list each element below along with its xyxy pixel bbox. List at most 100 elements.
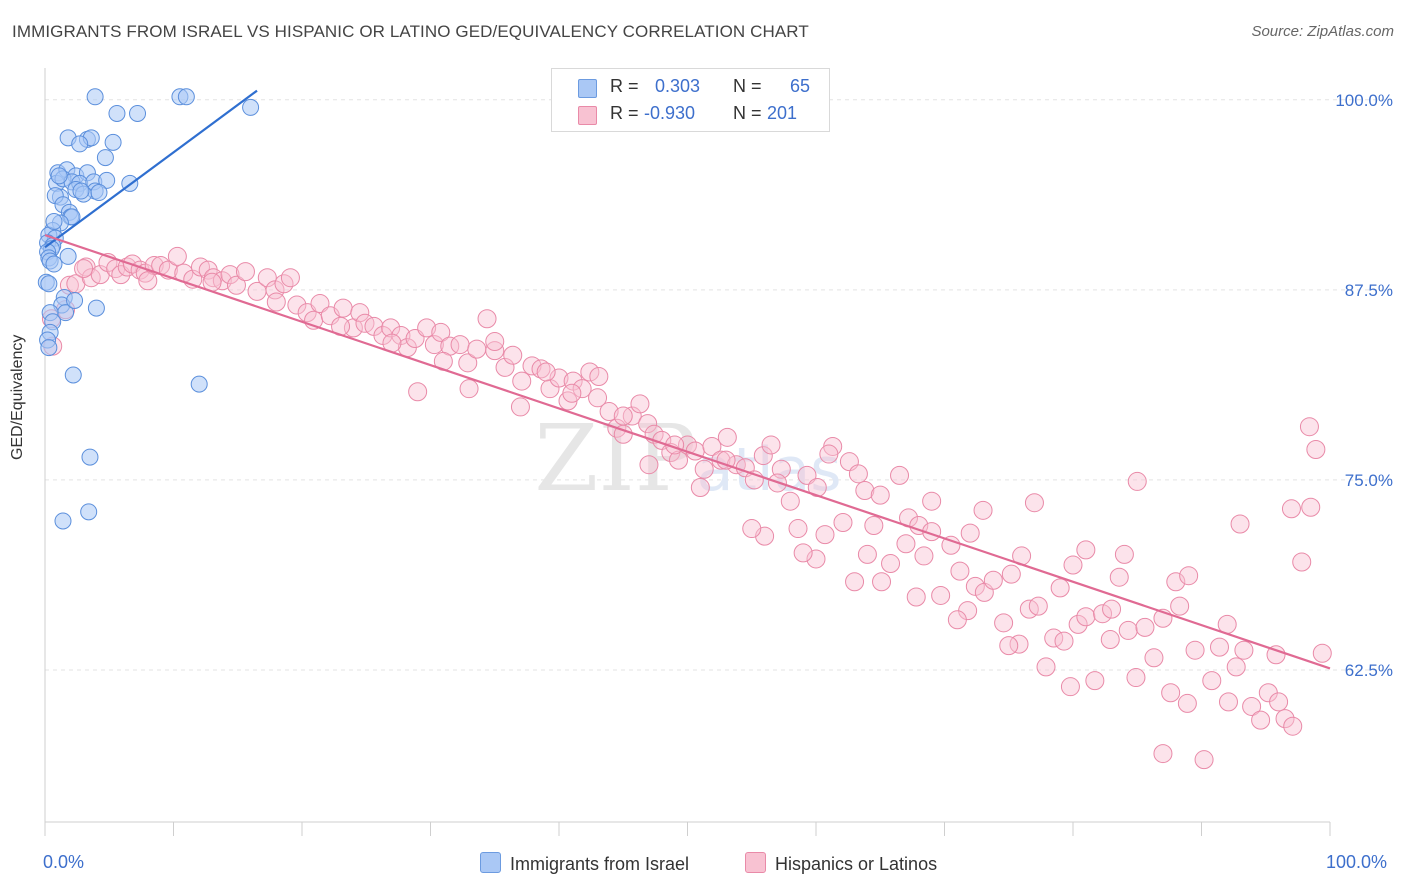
- hispanic-point: [589, 367, 609, 387]
- hispanic-point: [588, 388, 608, 408]
- hispanic-point: [477, 309, 497, 329]
- source-credit: Source: ZipAtlas.com: [1251, 23, 1394, 40]
- hispanic-point: [467, 339, 487, 359]
- hispanic-point: [960, 523, 980, 543]
- israel-swatch: [578, 79, 597, 98]
- hispanic-point: [1118, 620, 1138, 640]
- hispanic-point: [1050, 578, 1070, 598]
- hispanic-point: [857, 544, 877, 564]
- trend-lines: [44, 89, 1331, 670]
- israel-point: [177, 88, 195, 106]
- hispanic-point: [1209, 637, 1229, 657]
- hispanic-point: [906, 587, 926, 607]
- hispanic-point: [973, 500, 993, 520]
- hispanic-point: [235, 262, 255, 282]
- israel-point: [45, 212, 63, 230]
- hispanic-point: [1202, 671, 1222, 691]
- hispanic-point: [1100, 630, 1120, 650]
- hispanic-point: [855, 481, 875, 501]
- hispanic-point: [1226, 657, 1246, 677]
- hispanic-point: [702, 436, 722, 456]
- legend-row-israel: R = 0.303 N = 65: [552, 73, 829, 101]
- hispanic-point: [1161, 683, 1181, 703]
- hispanic-point: [1292, 552, 1312, 572]
- hispanic-point: [815, 525, 835, 545]
- hispanic-point: [495, 357, 515, 377]
- hispanic-point: [742, 519, 762, 539]
- israel-point: [66, 292, 84, 309]
- y-tick-label: 87.5%: [1345, 281, 1393, 300]
- israel-point: [71, 135, 89, 153]
- hispanic-point: [117, 257, 137, 277]
- hispanic-point: [1275, 709, 1295, 729]
- hispanic-point: [1109, 567, 1129, 587]
- israel-points: [37, 88, 260, 530]
- hispanic-point: [1266, 645, 1286, 665]
- hispanic-point: [599, 401, 619, 421]
- hispanic-point: [1179, 566, 1199, 586]
- hispanic-point: [983, 570, 1003, 590]
- hispanic-point: [1230, 514, 1250, 534]
- hispanic-point: [536, 362, 556, 382]
- hispanic-point: [280, 268, 300, 288]
- hispanic-point: [833, 512, 853, 532]
- hispanic-point: [212, 271, 232, 291]
- hispanic-point: [1312, 643, 1332, 663]
- hispanic-point: [459, 379, 479, 399]
- hispanic-point: [1306, 440, 1326, 459]
- hispanic-point: [1281, 499, 1301, 519]
- legend-r-label: R =: [610, 76, 639, 96]
- hispanic-point: [572, 379, 592, 399]
- israel-point: [87, 299, 105, 317]
- y-tick-label: 62.5%: [1345, 661, 1393, 680]
- hispanic-point: [717, 427, 737, 447]
- hispanic-point: [1301, 497, 1321, 517]
- israel-point: [40, 275, 58, 293]
- hispanic-point: [994, 613, 1014, 633]
- hispanic-point: [1177, 693, 1197, 713]
- hispanic-point: [408, 382, 428, 402]
- hispanic-point: [613, 406, 633, 426]
- hispanic-point: [950, 561, 970, 581]
- legend-n-label: N =: [733, 76, 762, 96]
- israel-point: [104, 133, 122, 151]
- hispanic-point: [1283, 716, 1303, 736]
- hispanic-point: [788, 519, 808, 539]
- hispanic-point: [287, 295, 307, 315]
- hispanic-point: [512, 371, 532, 391]
- hispanic-point: [1063, 555, 1083, 575]
- legend-n-label: N =: [733, 103, 762, 123]
- hispanic-point: [167, 246, 187, 266]
- hispanic-point: [872, 572, 892, 592]
- hispanic-point: [797, 465, 817, 485]
- hispanic-swatch: [578, 106, 597, 125]
- hispanic-point: [1054, 631, 1074, 651]
- hispanic-point: [1127, 471, 1147, 491]
- hispanic-point: [694, 459, 714, 479]
- hispanic-point: [639, 455, 659, 475]
- hispanic-point: [458, 353, 478, 373]
- legend-item-hispanic: Hispanics or Latinos: [745, 852, 937, 875]
- hispanic-point: [1036, 657, 1056, 677]
- israel-point: [96, 149, 114, 167]
- hispanic-point: [761, 435, 781, 455]
- israel-point: [45, 255, 63, 273]
- hispanic-point: [1114, 544, 1134, 564]
- legend-r-label: R =: [610, 103, 639, 123]
- israel-point: [59, 247, 77, 265]
- hispanic-point: [257, 268, 277, 288]
- hispanic-point: [1144, 648, 1164, 668]
- hispanic-point: [1234, 640, 1254, 660]
- hispanic-point: [1194, 750, 1214, 770]
- israel-legend-swatch: [480, 852, 501, 873]
- legend-row-hispanic: R = -0.930 N = 201: [552, 100, 829, 128]
- hispanic-point: [941, 535, 961, 555]
- hispanic-point: [1001, 564, 1021, 584]
- hispanic-point: [562, 383, 582, 403]
- legend-r-value-israel: 0.303: [655, 76, 701, 96]
- hispanic-point: [870, 485, 890, 505]
- hispanic-point: [914, 546, 934, 566]
- israel-point: [54, 512, 72, 530]
- hispanic-point: [864, 516, 884, 536]
- hispanic-point: [1044, 628, 1064, 648]
